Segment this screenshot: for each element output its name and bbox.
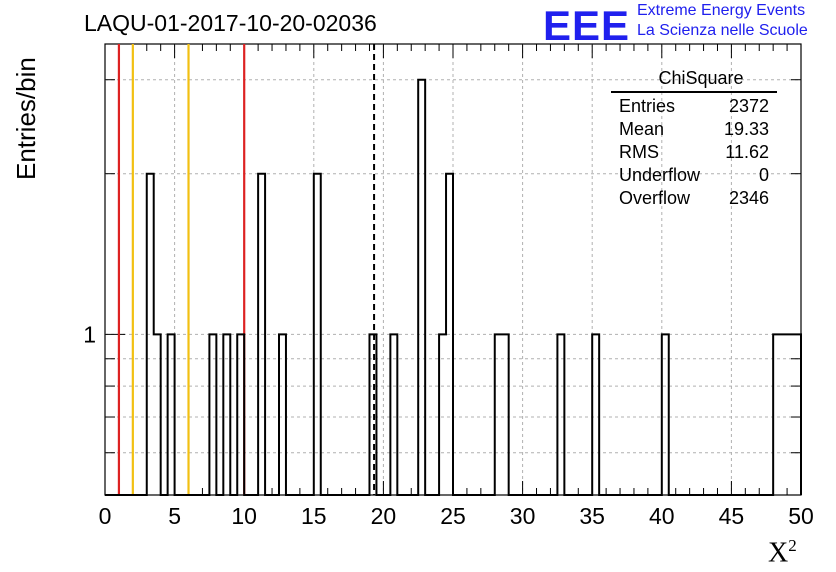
x-tick-label: 5 [168,503,181,529]
stats-box: ChiSquare Entries 2372 Mean 19.33 RMS 11.62 Un… [611,68,777,210]
stats-label: RMS [619,142,659,162]
histogram-bin [439,334,446,495]
stats-divider [611,91,777,93]
histogram-bin [209,334,216,495]
stats-label: Underflow [619,165,701,185]
histogram-bin [258,174,265,495]
histogram-bin [446,174,453,495]
histogram-bin [592,334,599,495]
x-tick-label: 15 [301,503,327,529]
histogram-bin [147,174,154,495]
x-tick-label: 40 [649,503,675,529]
histogram-bin [787,334,794,495]
histogram-bin [223,334,230,495]
histogram-bin [168,334,175,495]
histogram-bin [773,334,780,495]
stats-row: Entries 2372 [611,95,777,118]
histogram-bin [557,334,564,495]
histogram-bin [662,334,669,495]
histogram-bin [154,334,161,495]
stats-row: RMS 11.62 [611,141,777,164]
x-tick-label: 0 [99,503,112,529]
stats-row: Underflow 0 [611,164,777,187]
chart-title: LAQU-01-2017-10-20-02036 [84,10,377,36]
x-tick-label: 30 [510,503,536,529]
stats-label: Mean [619,119,665,139]
stats-label: Entries [619,96,676,116]
histogram-bin [314,174,321,495]
stats-value: 11.62 [725,142,769,162]
x-tick-label: 35 [579,503,605,529]
histogram-bin [780,334,787,495]
stats-row: Mean 19.33 [611,118,777,141]
stats-rows: Entries 2372 Mean 19.33 RMS 11.62 Underflow 0 Ov… [611,95,777,210]
histogram-bin [495,334,502,495]
histogram-bin [237,334,244,495]
stats-value: 2346 [728,188,769,208]
histogram-bin [794,334,801,495]
logo-subtitle-2: La Scienza nelle Scuole [637,22,808,39]
stats-value: 0 [758,165,769,185]
y-tick-label: 1 [83,321,96,347]
stats-label: Overflow [619,188,691,208]
stats-row: Overflow 2346 [611,187,777,210]
x-tick-label: 25 [440,503,466,529]
histogram-bin [390,334,397,495]
histogram-bin [369,334,376,495]
x-tick-label: 10 [231,503,257,529]
eee-logo: EEE [543,2,631,49]
histogram-bin [418,80,425,495]
x-tick-label: 50 [788,503,814,529]
histogram-bin [502,334,509,495]
x-axis-label: X2 [768,536,797,569]
stats-value: 2372 [728,96,769,116]
x-tick-label: 45 [719,503,745,529]
histogram-outline [105,78,802,496]
x-tick-label: 20 [371,503,397,529]
stats-title: ChiSquare [658,68,744,88]
logo-subtitle-1: Extreme Energy Events [637,2,806,19]
histogram-bin [279,334,286,495]
stats-value: 19.33 [723,119,769,139]
